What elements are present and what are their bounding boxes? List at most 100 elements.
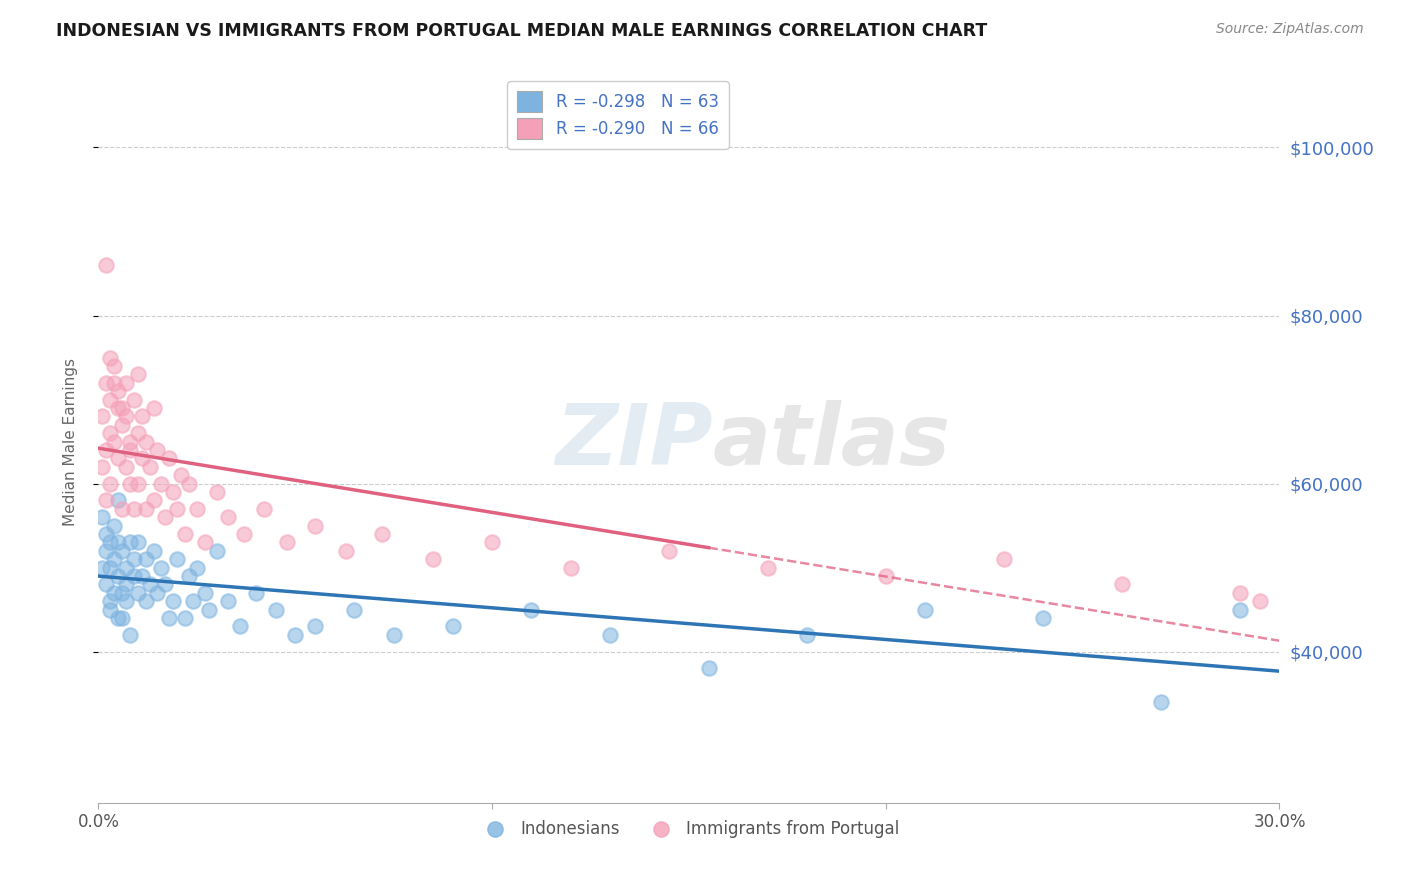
Point [115, 409, 138, 424]
Point [107, 384, 129, 398]
Point [96, 577, 118, 591]
Point [233, 527, 256, 541]
Point [796, 628, 818, 642]
Point [993, 552, 1015, 566]
Point [131, 569, 153, 583]
Point [98, 426, 121, 441]
Point [382, 628, 405, 642]
Point [135, 594, 157, 608]
Point [697, 661, 720, 675]
Point [118, 535, 141, 549]
Point [115, 577, 138, 591]
Point [229, 619, 252, 633]
Point [304, 518, 326, 533]
Point [335, 543, 357, 558]
Point [107, 569, 129, 583]
Point [304, 619, 326, 633]
Point [107, 451, 129, 466]
Point [91, 560, 114, 574]
Point [914, 602, 936, 616]
Point [170, 468, 193, 483]
Point [186, 560, 208, 574]
Point [107, 611, 129, 625]
Point [96, 376, 118, 390]
Point [371, 527, 394, 541]
Point [166, 501, 188, 516]
Point [1150, 695, 1173, 709]
Point [118, 628, 141, 642]
Point [103, 586, 125, 600]
Point [150, 560, 173, 574]
Point [658, 543, 681, 558]
Point [115, 594, 138, 608]
Point [138, 459, 160, 474]
Point [118, 442, 141, 457]
Point [138, 577, 160, 591]
Point [96, 543, 118, 558]
Point [1229, 602, 1251, 616]
Point [111, 417, 134, 432]
Point [186, 501, 208, 516]
Point [194, 535, 217, 549]
Point [1032, 611, 1054, 625]
Point [150, 476, 173, 491]
Text: ZIP: ZIP [555, 400, 713, 483]
Point [155, 577, 177, 591]
Point [343, 602, 366, 616]
Point [115, 376, 138, 390]
Point [422, 552, 444, 566]
Point [177, 569, 200, 583]
Point [264, 602, 287, 616]
Point [135, 552, 157, 566]
Point [103, 359, 125, 373]
Point [98, 594, 121, 608]
Point [174, 527, 197, 541]
Point [111, 611, 134, 625]
Text: INDONESIAN VS IMMIGRANTS FROM PORTUGAL MEDIAN MALE EARNINGS CORRELATION CHART: INDONESIAN VS IMMIGRANTS FROM PORTUGAL M… [56, 22, 987, 40]
Point [217, 594, 239, 608]
Point [96, 527, 118, 541]
Point [131, 451, 153, 466]
Point [146, 442, 169, 457]
Point [118, 434, 141, 449]
Point [162, 485, 184, 500]
Point [174, 611, 197, 625]
Point [122, 392, 145, 407]
Point [91, 409, 114, 424]
Point [103, 552, 125, 566]
Point [142, 401, 165, 415]
Point [142, 543, 165, 558]
Legend: Indonesians, Immigrants from Portugal: Indonesians, Immigrants from Portugal [472, 814, 905, 845]
Point [103, 434, 125, 449]
Point [205, 485, 228, 500]
Point [481, 535, 503, 549]
Point [1111, 577, 1133, 591]
Point [111, 501, 134, 516]
Point [441, 619, 464, 633]
Point [122, 552, 145, 566]
Point [91, 510, 114, 524]
Point [146, 586, 169, 600]
Point [284, 628, 307, 642]
Point [127, 535, 149, 549]
Point [1229, 586, 1251, 600]
Point [122, 501, 145, 516]
Point [107, 401, 129, 415]
Text: Source: ZipAtlas.com: Source: ZipAtlas.com [1216, 22, 1364, 37]
Point [115, 560, 138, 574]
Point [177, 476, 200, 491]
Point [157, 611, 180, 625]
Point [115, 459, 138, 474]
Point [111, 401, 134, 415]
Point [107, 493, 129, 508]
Point [194, 586, 217, 600]
Point [103, 376, 125, 390]
Point [91, 459, 114, 474]
Point [107, 535, 129, 549]
Text: atlas: atlas [713, 400, 950, 483]
Point [205, 543, 228, 558]
Point [98, 560, 121, 574]
Point [253, 501, 276, 516]
Point [96, 493, 118, 508]
Point [96, 442, 118, 457]
